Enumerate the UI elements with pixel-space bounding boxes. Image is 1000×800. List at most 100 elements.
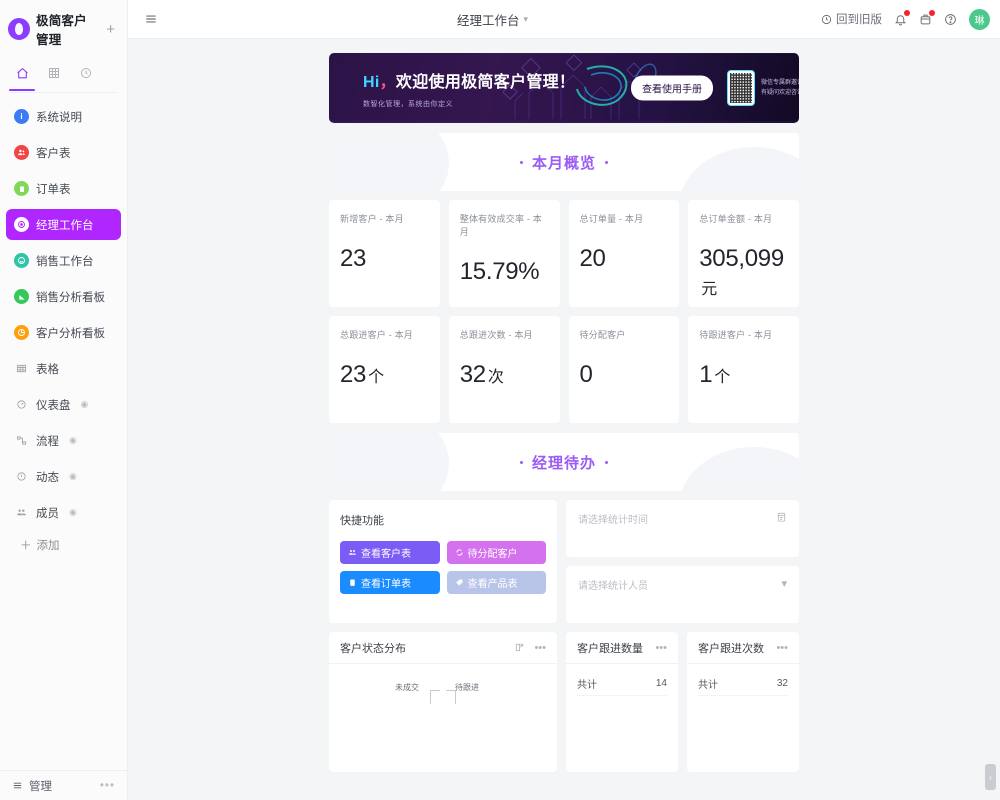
pie-leader-line — [430, 690, 440, 704]
add-app-button[interactable]: + — [106, 20, 115, 38]
stat-card[interactable]: 总订单量 - 本月 20 — [568, 200, 680, 307]
view-products-button[interactable]: 查看产品表 — [446, 571, 546, 594]
stat-card[interactable]: 总订单金额 - 本月 305,099 元 — [688, 200, 799, 307]
more-icon[interactable]: ••• — [99, 779, 115, 792]
view-orders-button[interactable]: 查看订单表 — [340, 571, 440, 594]
decorative-dot — [605, 460, 608, 464]
sidebar-manage-button[interactable]: 管理 ••• — [0, 770, 127, 800]
sidebar-item-label: 客户表 — [36, 147, 71, 160]
sidebar-item-label: 仪表盘 — [36, 399, 71, 412]
more-icon[interactable]: ••• — [776, 641, 788, 654]
sidebar-item-system-info[interactable]: i 系统说明 — [6, 101, 121, 132]
sidebar-item-label: 成员 — [36, 507, 59, 520]
sidebar-item-flow[interactable]: 流程 ◉ — [6, 425, 121, 456]
sidebar-item-orders[interactable]: 订单表 — [6, 173, 121, 204]
sidebar-nav: i 系统说明 客户表 订单表 经理工作台 — [0, 99, 127, 770]
content-canvas: Hi，欢迎使用极简客户管理！ 数智化管理，系统由你定义 查看使用手册 微信专属群… — [128, 39, 1000, 800]
pie-icon — [14, 325, 29, 340]
view-manual-button[interactable]: 查看使用手册 — [631, 75, 713, 101]
stat-number: 1 — [699, 361, 713, 388]
notifications-button[interactable] — [894, 9, 910, 26]
stat-value: 0 — [580, 361, 669, 389]
panel-collapse-handle[interactable]: ‹ — [985, 764, 996, 790]
banner-subtitle: 数智化管理，系统由你定义 — [363, 100, 453, 108]
activity-icon — [14, 469, 29, 484]
sidebar-item-tables[interactable]: 表格 — [6, 353, 121, 384]
stat-value: 15.79% — [460, 258, 549, 286]
home-icon — [16, 67, 29, 80]
users-icon — [348, 548, 357, 557]
quick-functions-grid: 查看客户表 待分配客户 — [340, 541, 546, 594]
stat-value: 20 — [580, 245, 669, 273]
stat-label: 新增客户 - 本月 — [340, 214, 404, 224]
back-to-old-version-button[interactable]: 回到旧版 — [821, 11, 882, 27]
section-title-group: 本月概览 — [519, 152, 608, 173]
banner-greeting: Hi，欢迎使用极简客户管理！ — [363, 68, 575, 92]
sidebar-item-activity[interactable]: 动态 ◉ — [6, 461, 121, 492]
stat-card[interactable]: 新增客户 - 本月 23 — [329, 200, 440, 307]
users-icon — [14, 145, 29, 160]
stat-time-picker[interactable]: 请选择统计时间 — [566, 500, 799, 557]
home-tab[interactable] — [6, 60, 38, 91]
view-customers-button[interactable]: 查看客户表 — [340, 541, 440, 564]
table-icon — [14, 361, 29, 376]
sidebar-item-customers[interactable]: 客户表 — [6, 137, 121, 168]
page-title-group[interactable]: 经理工作台 ▾ — [164, 10, 821, 29]
more-icon[interactable]: ••• — [655, 641, 667, 654]
customer-status-widget: 客户状态分布 ••• 未成交 待跟进 — [329, 632, 557, 772]
sidebar-item-sales-workbench[interactable]: 销售工作台 — [6, 245, 121, 276]
widgets-row: 客户状态分布 ••• 未成交 待跟进 — [329, 632, 799, 772]
flow-icon — [14, 433, 29, 448]
expand-icon[interactable] — [514, 642, 525, 653]
clock-tab[interactable] — [70, 60, 102, 86]
stat-card[interactable]: 待分配客户 0 — [568, 316, 680, 423]
settings-list-icon — [12, 780, 23, 791]
grid-icon — [48, 67, 60, 79]
sidebar-item-customer-analysis[interactable]: 客户分析看板 — [6, 317, 121, 348]
eye-icon: ◉ — [69, 435, 77, 445]
stat-value: 32 次 — [460, 361, 549, 389]
banner-comma: ， — [379, 73, 396, 91]
sidebar-item-sales-analysis[interactable]: 销售分析看板 — [6, 281, 121, 312]
add-item-button[interactable]: ＋ 添加 — [6, 533, 121, 557]
pie-chart: 未成交 待跟进 — [329, 664, 557, 764]
stat-card[interactable]: 总跟进客户 - 本月 23 个 — [329, 316, 440, 423]
list-item: 共计 14 — [577, 672, 667, 696]
qr-caption: 微信专属群邀请在此 有疑问欢迎咨询~ — [761, 78, 799, 98]
sidebar-item-label: 销售分析看板 — [36, 291, 105, 304]
help-button[interactable] — [944, 13, 957, 26]
stat-card[interactable]: 总跟进次数 - 本月 32 次 — [448, 316, 560, 423]
stat-unit: 元 — [701, 281, 717, 298]
table-tab[interactable] — [38, 60, 70, 86]
stat-card[interactable]: 整体有效成交率 - 本月 15.79% — [448, 200, 560, 307]
avatar[interactable]: 琳 — [969, 8, 990, 30]
sidebar-item-members[interactable]: 成员 ◉ — [6, 497, 121, 528]
stat-label: 待分配客户 — [579, 330, 626, 340]
banner-hi-text: Hi — [363, 73, 380, 91]
widget-header: 客户跟进数量 ••• — [566, 632, 678, 664]
pending-assign-button[interactable]: 待分配客户 — [446, 541, 546, 564]
stat-unit: 个 — [368, 369, 384, 386]
widget-header: 客户状态分布 ••• — [329, 632, 557, 664]
stat-number: 23 — [340, 361, 367, 388]
sidebar-item-label: 系统说明 — [36, 111, 82, 124]
page-title: 经理工作台 — [456, 13, 520, 28]
stat-label: 总跟进次数 - 本月 — [459, 330, 533, 340]
more-icon[interactable]: ••• — [534, 641, 546, 654]
widget-title: 客户跟进次数 — [698, 642, 764, 655]
section-title: 经理待办 — [531, 454, 596, 472]
main-area: 经理工作台 ▾ 回到旧版 — [128, 0, 1000, 800]
decorative-dot — [605, 160, 608, 164]
widget-header: 客户跟进次数 ••• — [687, 632, 799, 664]
row-label: 共计 — [577, 680, 597, 691]
stat-person-select[interactable]: 请选择统计人员 ▾ — [566, 566, 799, 623]
qr-caption-line1: 微信专属群邀请在此 — [761, 79, 799, 86]
menu-toggle-button[interactable] — [138, 8, 164, 30]
inbox-button[interactable] — [919, 9, 935, 26]
stat-label: 整体有效成交率 - 本月 — [459, 214, 542, 237]
sidebar-item-dashboard[interactable]: 仪表盘 ◉ — [6, 389, 121, 420]
sidebar-item-manager-workbench[interactable]: 经理工作台 — [6, 209, 121, 240]
section-header-todo: 经理待办 — [329, 433, 799, 491]
